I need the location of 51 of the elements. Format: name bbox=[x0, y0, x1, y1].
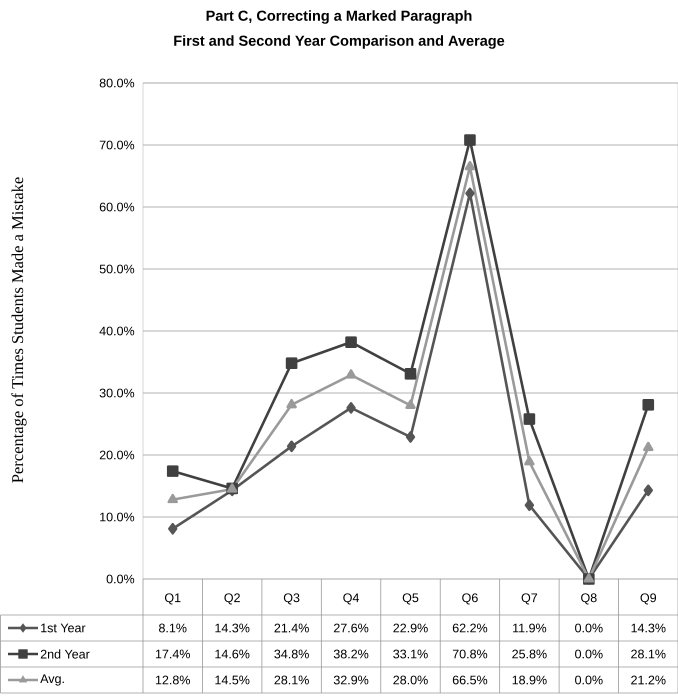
data-label: 14.5% bbox=[215, 676, 250, 684]
data-label: 38.2% bbox=[334, 650, 368, 658]
x-tick-label: Q3 bbox=[284, 593, 300, 604]
data-label: 32.9% bbox=[334, 676, 368, 684]
y-tick-label: 70.0% bbox=[100, 140, 134, 150]
data-label: 66.5% bbox=[452, 676, 488, 684]
data-label: 14.6% bbox=[215, 650, 250, 658]
data-label: 34.8% bbox=[274, 650, 309, 658]
x-tick-label: Q5 bbox=[402, 593, 418, 604]
data-label: 21.4% bbox=[274, 624, 309, 632]
data-label: 17.4% bbox=[156, 650, 190, 658]
y-tick-label: 40.0% bbox=[99, 326, 134, 336]
y-tick-label: 10.0% bbox=[100, 512, 134, 522]
legend-label: 2nd Year bbox=[40, 649, 90, 659]
data-label: 14.3% bbox=[631, 624, 666, 632]
y-tick-label: 30.0% bbox=[99, 388, 134, 398]
data-label: 27.6% bbox=[334, 624, 368, 632]
data-label: 28.1% bbox=[630, 650, 666, 658]
data-label: 11.9% bbox=[512, 624, 546, 632]
x-tick-label: Q1 bbox=[164, 593, 180, 604]
data-label: 0.0% bbox=[574, 650, 602, 658]
y-tick-label: 80.0% bbox=[100, 78, 134, 88]
legend-label: Avg. bbox=[40, 674, 64, 686]
data-label: 62.2% bbox=[452, 624, 488, 632]
y-axis-title: Percentage of Times Students Made a Mistake bbox=[11, 177, 26, 483]
data-label: 25.8% bbox=[512, 650, 546, 658]
data-label: 18.9% bbox=[512, 676, 546, 684]
data-label: 21.2% bbox=[630, 676, 666, 684]
data-label: 0.0% bbox=[574, 676, 602, 684]
x-tick-label: Q6 bbox=[462, 593, 478, 604]
legend-label: 1st Year bbox=[40, 624, 86, 632]
y-tick-label: 0.0% bbox=[106, 574, 134, 584]
data-label: 33.1% bbox=[393, 650, 428, 658]
chart-title: Part C, Correcting a Marked Paragraph bbox=[206, 10, 472, 24]
data-label: 8.1% bbox=[158, 624, 186, 632]
x-tick-label: Q8 bbox=[580, 593, 596, 604]
data-label: 28.0% bbox=[393, 676, 428, 684]
x-tick-label: Q4 bbox=[343, 593, 359, 604]
chart-subtitle: First and Second Year Comparison and Average bbox=[174, 35, 504, 49]
data-label: 22.9% bbox=[393, 624, 428, 632]
data-label: 0.0% bbox=[574, 624, 602, 632]
y-tick-label: 60.0% bbox=[100, 202, 134, 212]
data-label: 14.3% bbox=[215, 624, 250, 632]
x-tick-label: Q2 bbox=[224, 593, 240, 604]
x-tick-label: Q9 bbox=[640, 593, 656, 604]
y-tick-label: 20.0% bbox=[100, 450, 134, 460]
data-label: 28.1% bbox=[274, 676, 309, 684]
y-tick-label: 50.0% bbox=[100, 264, 134, 274]
x-tick-label: Q7 bbox=[521, 593, 537, 604]
data-label: 70.8% bbox=[452, 650, 488, 658]
data-label: 12.8% bbox=[156, 676, 190, 684]
